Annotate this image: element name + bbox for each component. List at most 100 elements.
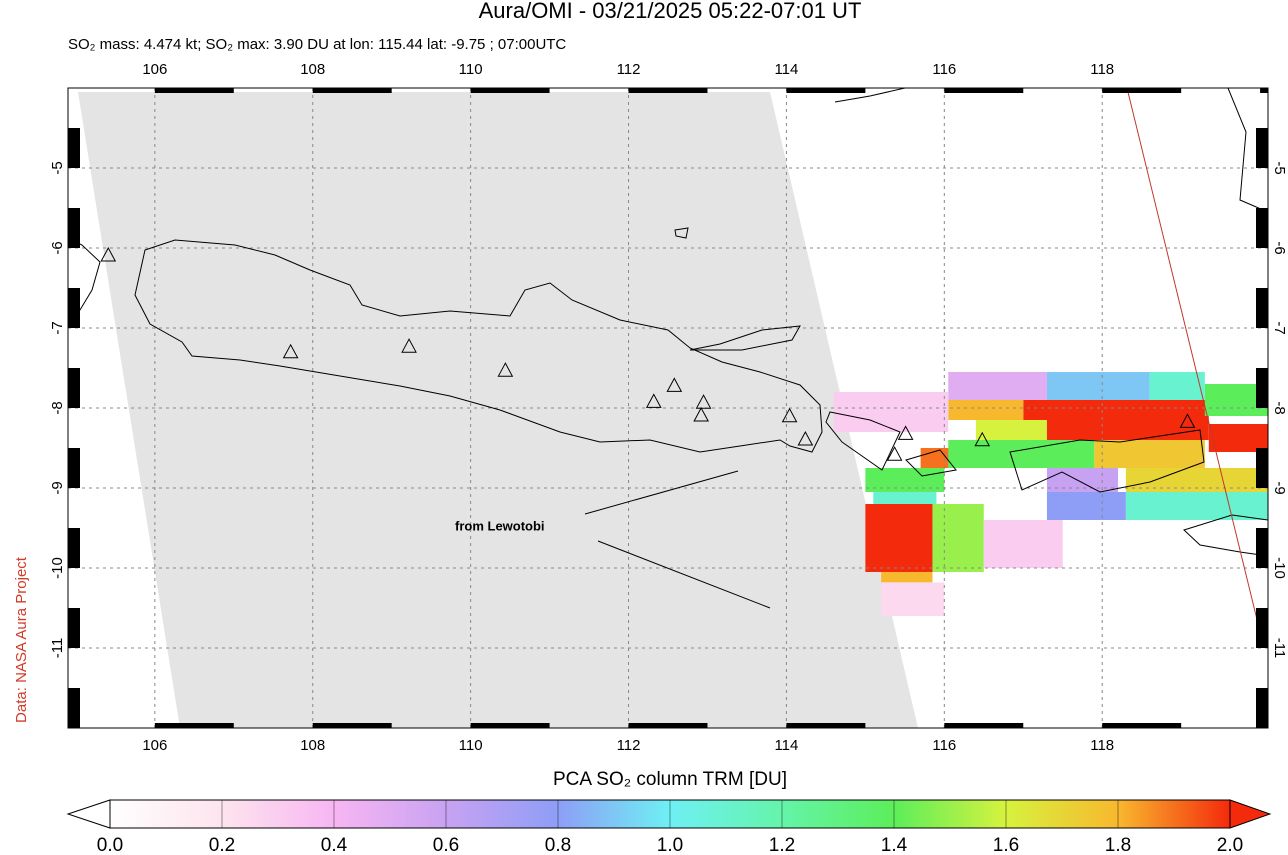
lat-tick-label: -9 <box>1271 481 1288 494</box>
lat-tick-label: -7 <box>49 321 66 334</box>
subtitle: SO₂ mass: 4.474 kt; SO₂ max: 3.90 DU at … <box>68 36 566 53</box>
coastline <box>674 227 689 239</box>
frame-bar <box>1256 208 1268 248</box>
so2-cell <box>881 572 933 583</box>
so2-cell <box>833 392 949 432</box>
no-data-region <box>78 92 918 728</box>
lat-tick-label: -10 <box>49 557 66 579</box>
frame-bar <box>470 723 550 728</box>
volcano <box>695 394 712 409</box>
colorbar: 0.0 0.2 0.4 0.6 0.8 1.0 1.2 1.4 1.6 1.8 2.0 <box>66 799 1272 855</box>
frame-bar <box>1102 88 1182 93</box>
colorbar-label: PCA SO₂ column TRM [DU] <box>553 769 787 790</box>
credit: Data: NASA Aura Project <box>13 556 30 723</box>
frame-bar <box>470 88 550 93</box>
volcano <box>886 446 903 461</box>
colorbar-tick-label: 0.2 <box>209 835 235 855</box>
lon-tick-label: 116 <box>932 737 956 754</box>
colorbar-arrow <box>1229 799 1272 829</box>
frame-bar <box>1256 288 1268 328</box>
lon-tick-label: 118 <box>1090 61 1114 78</box>
frame-bar <box>312 723 392 728</box>
coastline <box>834 88 906 103</box>
frame-bar <box>1256 688 1268 728</box>
lon-tick-label: 114 <box>774 61 798 78</box>
frame-bar <box>944 723 1024 728</box>
frame-bar <box>68 288 80 328</box>
frame-bar <box>68 528 80 568</box>
volcano <box>897 425 914 440</box>
so2-cell <box>865 468 945 492</box>
lat-tick-label: -5 <box>49 161 66 174</box>
title: Aura/OMI - 03/21/2025 05:22-07:01 UT <box>479 0 862 23</box>
so2-cell <box>873 492 937 504</box>
coastline <box>905 449 957 477</box>
volcano <box>666 377 683 392</box>
frame-bar <box>312 88 392 93</box>
annotation: from Lewotobi <box>455 518 545 533</box>
so2-cell <box>1094 440 1205 468</box>
colorbar-tick-label: 0.0 <box>97 835 123 855</box>
colorbar-tick-label: 1.6 <box>993 835 1019 855</box>
lon-tick-label: 112 <box>617 737 641 754</box>
colorbar-tick-label: 2.0 <box>1217 835 1243 855</box>
so2-cell <box>948 440 1095 468</box>
frame-bar <box>628 88 708 93</box>
colorbar-tick-label: 0.6 <box>433 835 459 855</box>
frame-bar <box>1260 88 1268 93</box>
frame-bar <box>786 88 866 93</box>
lat-tick-label: -5 <box>1271 161 1288 174</box>
so2-cell <box>983 520 1063 568</box>
so2-cell <box>1149 372 1205 400</box>
volcanoes <box>100 246 1196 461</box>
annotation-line <box>597 540 771 609</box>
colorbar-tick-label: 0.4 <box>321 835 348 855</box>
annotation-line <box>584 470 739 515</box>
lon-tick-label: 112 <box>617 61 641 78</box>
volcano <box>282 343 299 359</box>
volcano <box>797 430 814 446</box>
volcano <box>497 362 514 377</box>
lon-tick-label: 108 <box>300 61 325 78</box>
frame-bar <box>1256 448 1268 488</box>
colorbar-tick-label: 1.0 <box>657 835 683 855</box>
orbit-edge <box>1126 87 1263 641</box>
coastline <box>134 239 823 453</box>
volcano <box>974 431 991 447</box>
frame-bar <box>944 88 1024 93</box>
lat-tick-label: -8 <box>49 401 66 414</box>
so2-cell <box>865 504 933 572</box>
lon-tick-label: 110 <box>459 737 483 754</box>
so2-cell <box>948 372 1047 400</box>
so2-cell <box>881 582 945 616</box>
grid <box>68 88 1268 728</box>
so2-cell <box>948 400 1024 420</box>
volcano <box>645 393 662 408</box>
frame-bar <box>68 368 80 408</box>
coastline <box>689 325 801 351</box>
lon-tick-label: 106 <box>142 737 167 754</box>
lat-tick-label: -11 <box>1271 638 1288 659</box>
frame-bar <box>154 723 234 728</box>
so2-cell <box>1023 400 1209 440</box>
frame-bar <box>68 688 80 728</box>
so2-cell <box>932 504 984 572</box>
coastline <box>1183 514 1268 557</box>
frame-bar <box>68 128 80 168</box>
lat-tick-label: -11 <box>49 638 66 659</box>
frame-bar <box>1256 128 1268 168</box>
lat-tick-label: -8 <box>1271 401 1288 414</box>
lon-tick-label: 108 <box>300 737 325 754</box>
colorbar-arrow <box>66 799 111 829</box>
frame-bar <box>1256 608 1268 648</box>
lon-tick-label: 114 <box>774 737 798 754</box>
frame <box>67 87 1269 729</box>
frame-bar <box>68 208 80 248</box>
so2-cell <box>975 420 1047 440</box>
colorbar-tick-label: 1.2 <box>769 835 795 855</box>
volcano <box>693 406 709 422</box>
frame-bar <box>68 448 80 488</box>
volcano <box>1179 413 1196 428</box>
colorbar-tick-label: 1.4 <box>881 835 908 855</box>
